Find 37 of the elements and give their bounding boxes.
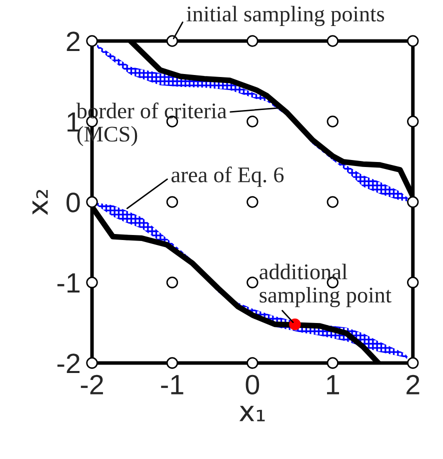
x-axis-title: x₁ bbox=[239, 406, 265, 422]
annotation: area of Eq. 6 bbox=[172, 166, 284, 187]
x-tick-label: 1 bbox=[327, 375, 340, 394]
annotation: additional sampling point bbox=[260, 264, 392, 308]
y-tick-label: 0 bbox=[66, 192, 80, 212]
annotation: initial sampling points bbox=[186, 6, 384, 26]
point bbox=[326, 196, 339, 208]
point bbox=[326, 35, 339, 47]
point bbox=[86, 196, 98, 208]
point bbox=[289, 318, 301, 330]
point bbox=[246, 116, 258, 128]
x-tick-label: -1 bbox=[161, 375, 184, 394]
point bbox=[166, 357, 178, 369]
point bbox=[246, 196, 258, 208]
point bbox=[407, 116, 419, 128]
point bbox=[246, 35, 258, 47]
point bbox=[326, 357, 339, 369]
point bbox=[246, 357, 258, 369]
point bbox=[86, 276, 98, 288]
point bbox=[326, 116, 339, 128]
x-tick-label: 2 bbox=[406, 374, 420, 394]
point bbox=[407, 276, 419, 288]
point bbox=[246, 276, 258, 288]
point bbox=[407, 357, 419, 369]
point bbox=[407, 196, 419, 208]
point bbox=[86, 357, 98, 369]
y-tick-label: 2 bbox=[66, 32, 80, 52]
point bbox=[86, 35, 98, 47]
point bbox=[166, 196, 178, 208]
point bbox=[166, 276, 178, 288]
y-tick-label: -1 bbox=[57, 273, 80, 293]
y-tick-label: -2 bbox=[57, 354, 80, 374]
point bbox=[407, 35, 419, 47]
point bbox=[166, 35, 178, 47]
x-tick-label: -2 bbox=[80, 374, 103, 394]
y-axis-title: x₂ bbox=[32, 190, 48, 215]
x-tick-label: 0 bbox=[246, 374, 260, 394]
